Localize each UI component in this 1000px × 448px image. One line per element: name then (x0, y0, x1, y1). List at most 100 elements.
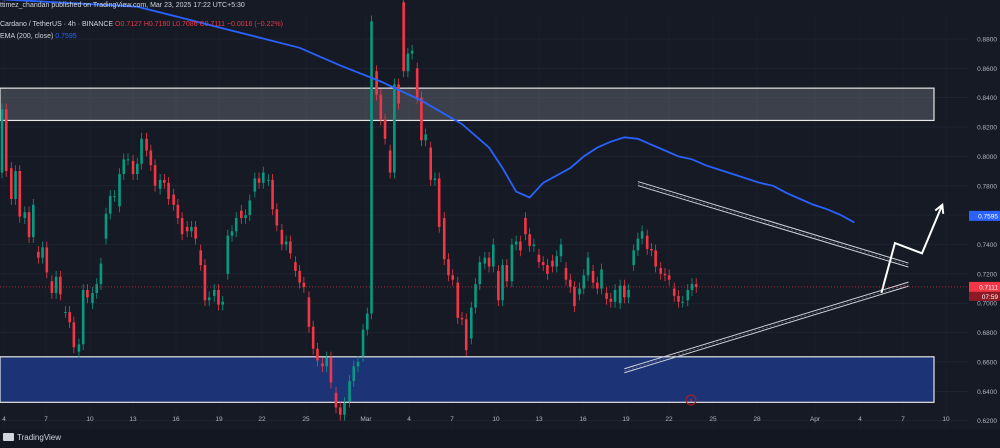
candle-body (663, 273, 667, 276)
x-tick-label: 10 (86, 416, 94, 423)
candle-body (284, 241, 288, 245)
candle-body (433, 178, 437, 180)
candle-body (54, 276, 58, 293)
last-price-tag: 0.7111 (979, 284, 998, 291)
x-tick-label: 16 (579, 416, 587, 423)
candle-body (470, 307, 473, 339)
candle-body (578, 288, 581, 295)
candle-body (298, 270, 301, 283)
tradingview-logo[interactable]: TradingView (3, 433, 61, 442)
candle-body (64, 312, 67, 314)
candle-body (334, 392, 338, 408)
candle-body (645, 235, 649, 249)
candle-body (460, 317, 464, 320)
triangle-upper-mid (637, 183, 909, 266)
x-tick-label: 22 (665, 416, 673, 423)
candle-body (113, 196, 116, 198)
footer-bar: TradingView (0, 429, 1000, 448)
y-tick-label: 0.8200 (977, 125, 997, 132)
candle-body (145, 138, 148, 151)
candle-body (420, 97, 423, 141)
candle-body (267, 179, 270, 181)
x-tick-label: Mar (360, 416, 372, 423)
x-tick-label: 7 (44, 416, 48, 423)
candle-body (217, 290, 220, 305)
candle-body (131, 160, 135, 175)
x-tick-label: 10 (492, 416, 500, 423)
candle-body (45, 247, 49, 273)
projection-arrowhead (934, 202, 945, 214)
candle-body (27, 212, 31, 238)
candle-body (316, 348, 319, 361)
candle-body (397, 84, 400, 104)
lightning-icon: ⚡ (689, 398, 693, 405)
y-tick-label: 0.6600 (977, 359, 997, 366)
candle-body (356, 361, 360, 367)
y-tick-label: 0.6200 (977, 418, 997, 425)
x-tick-label: 4 (2, 416, 6, 423)
candle-body (694, 284, 698, 288)
candle-body (654, 250, 657, 267)
candle-body (72, 322, 76, 348)
candle-body (613, 290, 617, 302)
triangle-lower-a (624, 281, 909, 370)
ohlc-low: L0.7086 (172, 21, 198, 28)
candle-body (289, 241, 292, 254)
candle-body (104, 213, 108, 239)
candle-body (491, 244, 495, 267)
candle-body (627, 290, 630, 298)
candle-body (194, 226, 197, 239)
candle-body (294, 262, 297, 271)
candle-body (0, 109, 4, 173)
y-tick-label: 0.7200 (977, 271, 997, 278)
triangle-lower-b (624, 285, 909, 374)
candle-body (595, 282, 599, 289)
candle-body (690, 284, 694, 290)
x-tick-label: 25 (709, 416, 717, 423)
candle-body (18, 171, 22, 217)
candle-body (275, 209, 279, 226)
candle-body (248, 200, 252, 216)
candle-body (190, 226, 193, 232)
candle-body (203, 265, 207, 301)
candle-body (172, 194, 175, 205)
candle-body (370, 21, 373, 314)
candle-body (640, 231, 644, 239)
candle-body (126, 159, 130, 161)
candle-body (667, 275, 671, 280)
last-price-tag-bg (969, 281, 1000, 292)
candle-body (447, 259, 450, 276)
candle-body (402, 2, 405, 72)
candle-body (559, 244, 563, 257)
candle-body (95, 284, 99, 293)
candle-body (41, 247, 44, 258)
candle-body (586, 257, 590, 276)
candle-body (686, 290, 690, 301)
candle-body (244, 215, 247, 219)
candle-body (632, 250, 635, 266)
candle-body (497, 270, 500, 301)
candle-body (388, 150, 392, 173)
y-tick-label: 0.8800 (977, 36, 997, 43)
y-tick-label: 0.7000 (977, 301, 997, 308)
candle-body (122, 159, 126, 175)
x-tick-label: 13 (129, 416, 137, 423)
ema-legend: EMA (200, close) 0.7595 (0, 33, 77, 40)
candle-body (271, 179, 274, 210)
candle-body (14, 171, 17, 199)
candle-body (510, 244, 514, 282)
candle-body (311, 326, 315, 349)
candle-body (81, 290, 85, 345)
y-tick-label: 0.8600 (977, 66, 997, 73)
candle-body (532, 244, 536, 246)
candle-body (568, 279, 572, 288)
candle-body (37, 251, 40, 258)
candle-body (86, 290, 89, 298)
ohlc-close: C0.7111 (199, 21, 225, 28)
candle-body (302, 282, 306, 288)
x-tick-label: 19 (622, 416, 630, 423)
candle-body (329, 357, 333, 383)
candle-body (59, 276, 62, 295)
